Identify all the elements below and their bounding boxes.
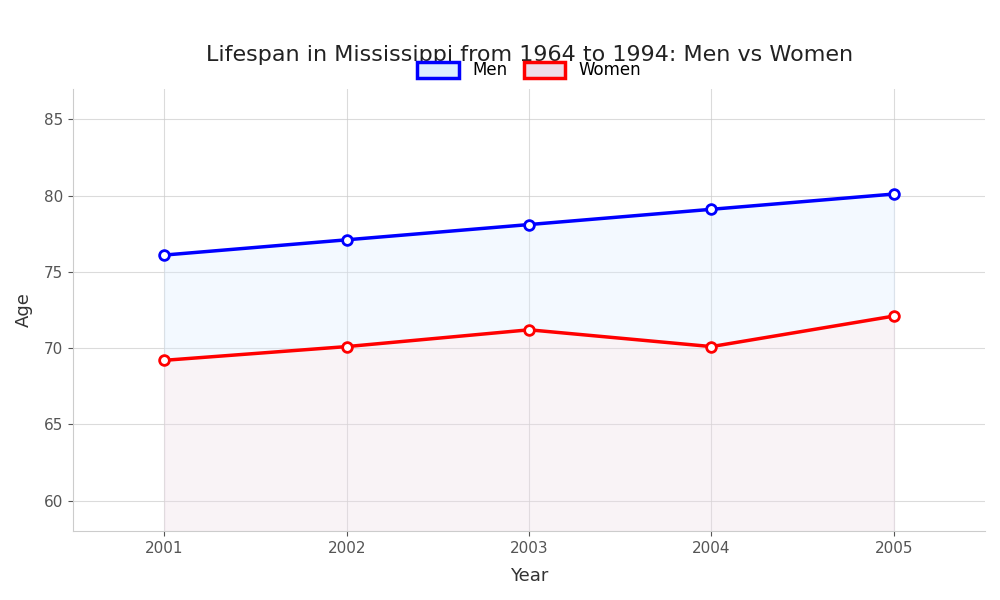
Title: Lifespan in Mississippi from 1964 to 1994: Men vs Women: Lifespan in Mississippi from 1964 to 199… bbox=[206, 45, 853, 65]
X-axis label: Year: Year bbox=[510, 567, 548, 585]
Legend: Men, Women: Men, Women bbox=[409, 53, 650, 88]
Y-axis label: Age: Age bbox=[15, 293, 33, 328]
